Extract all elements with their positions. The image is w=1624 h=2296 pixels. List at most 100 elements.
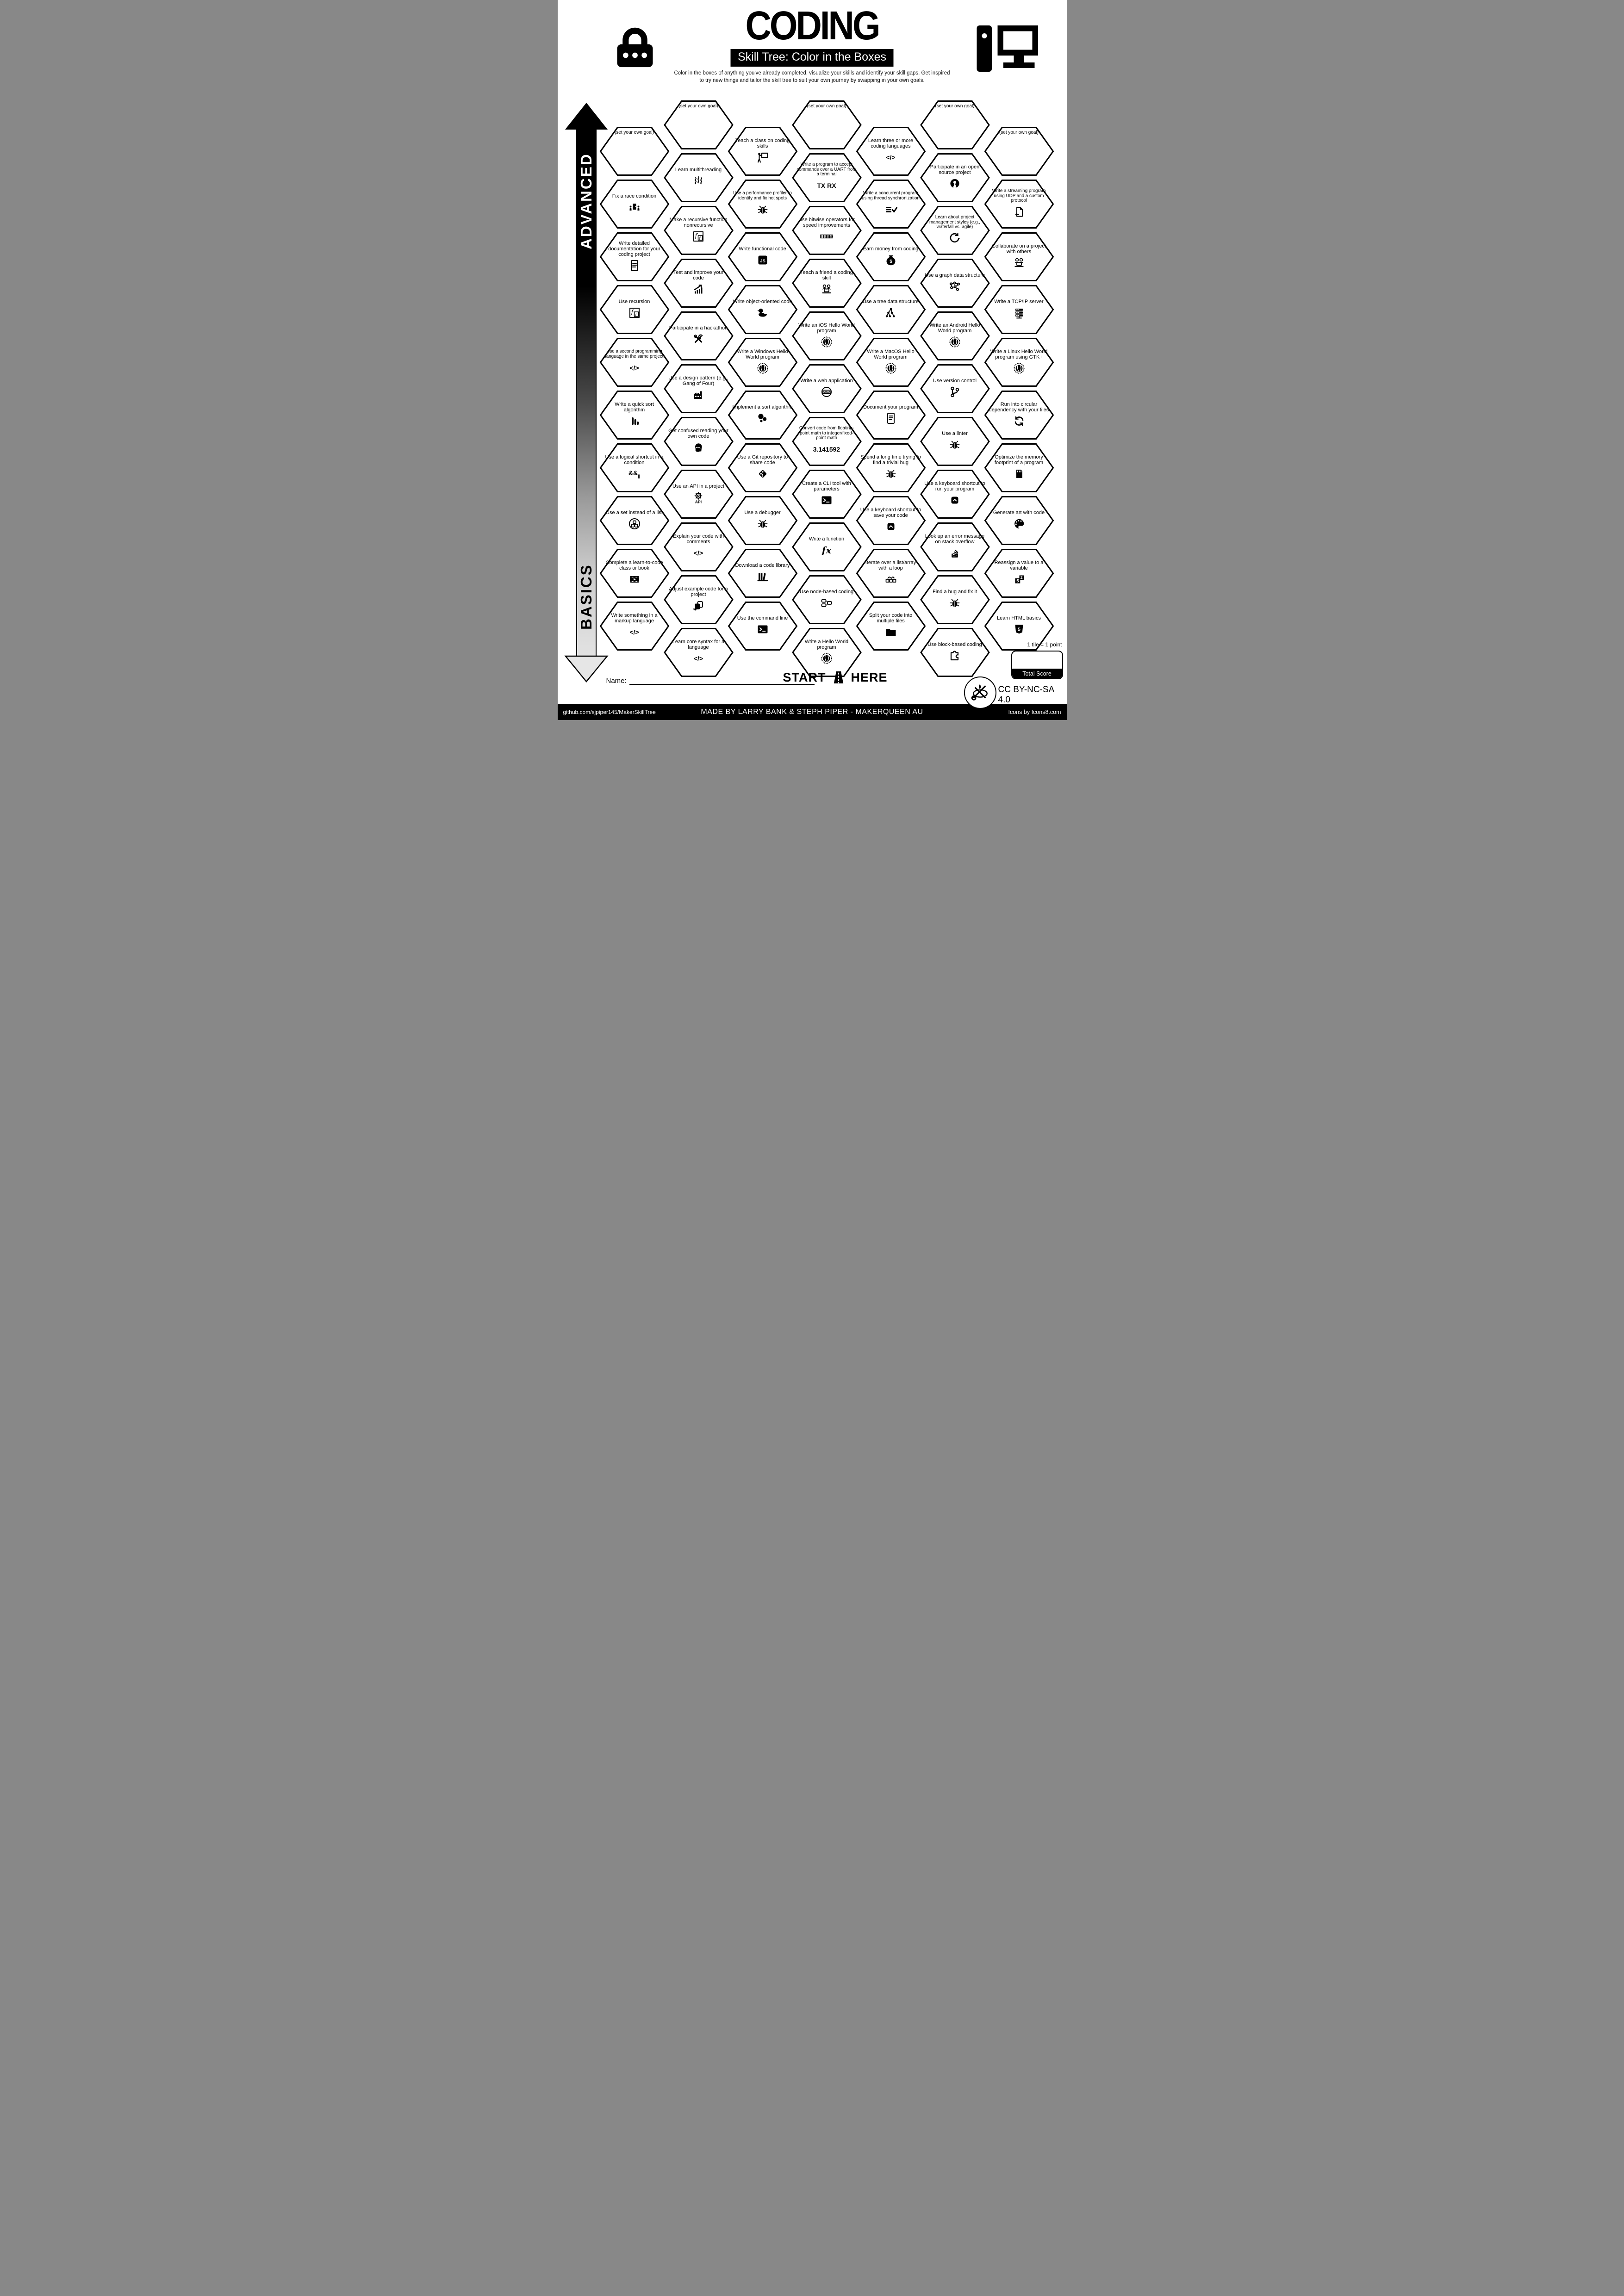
skill-tile[interactable]: Use node-based coding — [796, 577, 857, 622]
skill-tile[interactable]: Download a code library — [732, 551, 793, 596]
skill-tile[interactable]: Fix a race condition — [604, 182, 665, 226]
skill-tile[interactable]: Run into circular dependency with your f… — [989, 393, 1050, 437]
hex-outline — [791, 628, 862, 677]
skill-tile[interactable]: Write a web application www — [796, 366, 857, 411]
tile-label: Create a CLI tool with parameters — [802, 480, 851, 492]
stack-overflow-icon — [948, 546, 962, 560]
skill-tile[interactable]: Learn multithreading — [668, 155, 729, 200]
skill-tile[interactable]: Write a function fx — [796, 525, 857, 569]
open-source-icon — [948, 176, 962, 191]
skill-tile[interactable]: Learn core syntax for a language </> — [668, 630, 729, 675]
skill-tile[interactable]: Use an API in a project API — [668, 472, 729, 516]
skill-tile[interactable]: Write an iOS Hello World program — [796, 314, 857, 358]
skill-tile[interactable]: Use a performance profiler to identify a… — [732, 182, 793, 226]
factory-icon — [691, 387, 705, 402]
skill-tile[interactable]: Write something in a markup language </> — [604, 604, 665, 648]
skill-tile[interactable]: Optimize the memory footprint of a progr… — [989, 446, 1050, 490]
skill-tile[interactable]: Use a logical shortcut in a condition &&|… — [604, 446, 665, 490]
goal-tile[interactable]: (set your own goal) — [924, 103, 985, 148]
skill-tile[interactable]: Use a keyboard shortcut to run your prog… — [924, 472, 985, 516]
tile-label: (set your own goal) — [999, 130, 1039, 135]
skill-tile[interactable]: Write a Linux Hello World program using … — [989, 340, 1050, 385]
hex-outline — [791, 311, 862, 360]
skill-tile[interactable]: Complete a learn-to-code class or book — [604, 551, 665, 596]
skill-tile[interactable]: Use the command line — [732, 604, 793, 648]
skill-tile[interactable]: Make a recursive function nonrecursive f f — [668, 208, 729, 253]
skill-tile[interactable]: Collaborate on a project with others — [989, 235, 1050, 279]
skill-tile[interactable]: Generate art with code — [989, 498, 1050, 543]
hex-outline — [791, 100, 862, 149]
skill-tile[interactable]: Learn HTML basics 5 — [989, 604, 1050, 648]
tile-label: Make a recursive function nonrecursive — [669, 217, 728, 228]
goal-tile[interactable]: (set your own goal) — [796, 103, 857, 148]
skill-tile[interactable]: Use bitwise operators for speed improvem… — [796, 208, 857, 253]
skill-tile[interactable]: Use block-based coding — [924, 630, 985, 675]
goal-tile[interactable]: (set your own goal) — [989, 129, 1050, 174]
footer-repo-link[interactable]: github.com/sjpiper145/MakerSkillTree — [563, 709, 656, 715]
skill-tile[interactable]: Participate in a hackathon — [668, 314, 729, 358]
skill-tile[interactable]: Use a linter — [924, 419, 985, 464]
total-score-box[interactable]: Total Score — [1011, 651, 1063, 679]
skill-tile[interactable]: Write a TCP/IP server — [989, 287, 1050, 332]
license-text: CC BY-NC-SA 4.0 — [998, 685, 1054, 705]
skill-tile[interactable]: Write functional code JS — [732, 235, 793, 279]
hex-outline — [920, 259, 990, 308]
skill-tile[interactable]: Teach a class on coding skills — [732, 129, 793, 174]
skill-tile[interactable]: Use a Git repository to share code — [732, 446, 793, 490]
tile-label: Write an iOS Hello World program — [798, 322, 855, 334]
chart-up-icon — [691, 282, 705, 297]
skill-tile[interactable]: Implement a sort algorithm — [732, 393, 793, 437]
skill-tile[interactable]: Use a second programming language in the… — [604, 340, 665, 385]
skill-tile[interactable]: Use a set instead of a list — [604, 498, 665, 543]
tile-label: Split your code into multiple files — [869, 612, 913, 624]
goal-tile[interactable]: (set your own goal) — [668, 103, 729, 148]
skill-tile[interactable]: Write object-oriented code — [732, 287, 793, 332]
skill-tile[interactable]: Write an Android Hello World program — [924, 314, 985, 358]
skill-tile[interactable]: Use a graph data structure — [924, 261, 985, 305]
hex-outline — [856, 549, 926, 598]
skill-tile[interactable]: Explain your code with comments </> — [668, 525, 729, 569]
skill-tile[interactable]: Use a keyboard shortcut to save your cod… — [860, 498, 921, 543]
tile-label: (set your own goal) — [935, 104, 975, 109]
skill-tile[interactable]: Adjust example code for a project — [668, 577, 729, 622]
skill-tile[interactable]: Earn money from coding $ — [860, 235, 921, 279]
skill-tile[interactable]: Write a streaming program using UDP and … — [989, 182, 1050, 226]
skill-tile[interactable]: Learn about project management styles (e… — [924, 208, 985, 253]
skill-tile[interactable]: Spend a long time trying to find a trivi… — [860, 446, 921, 490]
footer-icons8-credit[interactable]: Icons by Icons8.com — [1008, 709, 1061, 715]
tile-label: Use a design pattern (e.g., Gang of Four… — [668, 375, 728, 386]
svg-text:0: 0 — [831, 235, 833, 238]
skill-tile[interactable]: Find a bug and fix it — [924, 577, 985, 622]
skill-tile[interactable]: Test and improve your code — [668, 261, 729, 305]
skill-tile[interactable]: Use a debugger — [732, 498, 793, 543]
skill-tile[interactable]: Write detailed documentation for your co… — [604, 235, 665, 279]
skill-tile[interactable]: Participate in an open source project — [924, 155, 985, 200]
skill-tile[interactable]: Teach a friend a coding skill — [796, 261, 857, 305]
skill-tile[interactable]: Iterate over a list/array with a loop — [860, 551, 921, 596]
skill-tile[interactable]: Use a tree data structure — [860, 287, 921, 332]
skill-tile[interactable]: Write a Windows Hello World program — [732, 340, 793, 385]
tile-label: Use a Git repository to share code — [737, 454, 788, 465]
skill-tile[interactable]: Convert code from floating-point math to… — [796, 419, 857, 464]
skill-tile[interactable]: Use version control — [924, 366, 985, 411]
agile-cycle-icon — [948, 231, 962, 246]
skill-tile[interactable]: Document your program — [860, 393, 921, 437]
intro-line-1: Color in the boxes of anything you've al… — [674, 70, 950, 76]
tile-label: Use recursion — [618, 298, 650, 304]
skill-tile[interactable]: Look up an error message on stack overfl… — [924, 525, 985, 569]
skill-tile[interactable]: Create a CLI tool with parameters — [796, 472, 857, 516]
skill-tile[interactable]: Get confused reading your own code — [668, 419, 729, 464]
skill-tile[interactable]: Split your code into multiple files — [860, 604, 921, 648]
name-input-line[interactable] — [629, 676, 815, 685]
skill-tile[interactable]: Write a quick sort algorithm — [604, 393, 665, 437]
skill-tile[interactable]: Reassign a value to a variable 2 5 — [989, 551, 1050, 596]
skill-tile[interactable]: Write a program to accept commands over … — [796, 155, 857, 200]
skill-tile[interactable]: Write a MacOS Hello World program — [860, 340, 921, 385]
skill-tile[interactable]: Use recursion f f — [604, 287, 665, 332]
goal-tile[interactable]: (set your own goal) — [604, 129, 665, 174]
skill-tile[interactable]: Use a design pattern (e.g., Gang of Four… — [668, 366, 729, 411]
tile-label: Use a debugger — [744, 509, 781, 515]
skill-tile[interactable]: Learn three or more coding languages </> — [860, 129, 921, 174]
skill-tile[interactable]: Write a concurrent program using thread … — [860, 182, 921, 226]
skill-tile[interactable]: Write a Hello World program — [796, 630, 857, 675]
